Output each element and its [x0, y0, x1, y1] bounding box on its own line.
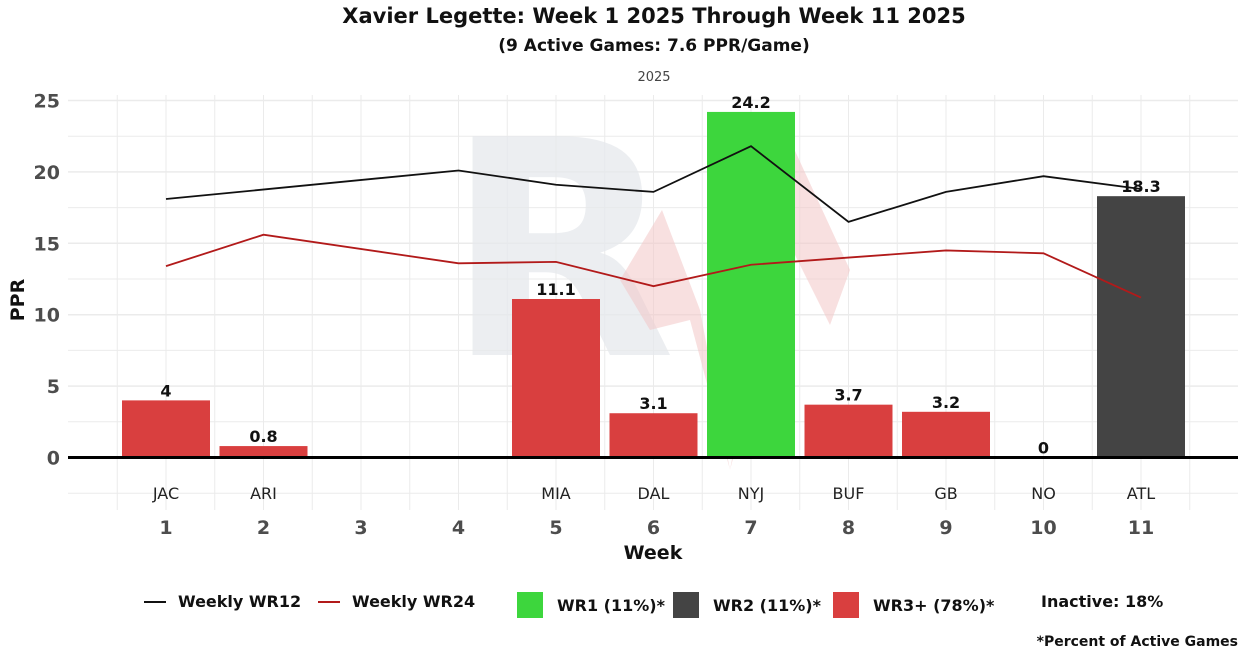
legend-item-inactive: Inactive: 18%: [1041, 592, 1163, 611]
bar-value-label: 4: [160, 381, 171, 400]
x-tick-label: 11: [1128, 517, 1154, 539]
legend-item-wr24: Weekly WR24: [318, 592, 475, 611]
x-tick-label: 9: [939, 517, 952, 539]
opponent-label: ARI: [250, 484, 277, 503]
bar-week-2: [219, 446, 308, 458]
x-tick-label: 3: [354, 517, 367, 539]
bar-week-11: [1097, 196, 1185, 458]
bar-value-label: 18.3: [1121, 177, 1160, 196]
legend-label: Weekly WR24: [352, 592, 476, 611]
bar-value-label: 3.7: [834, 386, 862, 405]
legend-item-wr12: Weekly WR12: [144, 592, 301, 611]
color-swatch-icon: [517, 592, 543, 618]
opponent-label: DAL: [638, 484, 670, 503]
facet-label: 2025: [637, 70, 671, 85]
color-swatch-icon: [833, 592, 859, 618]
bar-week-8: [804, 404, 893, 458]
bar-value-label: 24.2: [731, 93, 770, 112]
y-tick-label: 25: [34, 91, 60, 113]
bar-value-label: 0.8: [249, 427, 277, 446]
opponent-label: NYJ: [738, 484, 764, 503]
bar-week-9: [902, 411, 990, 458]
x-tick-label: 5: [549, 517, 562, 539]
line-weekly-wr24: [165, 233, 1142, 299]
bar-value-label: 3.1: [639, 394, 667, 413]
bar-week-5: [512, 298, 600, 458]
footnote: *Percent of Active Games: [1036, 634, 1238, 650]
line-swatch-icon: [144, 600, 166, 603]
x-tick-label: 2: [257, 517, 270, 539]
x-tick-label: 1: [159, 517, 172, 539]
legend-label: WR3+ (78%)*: [873, 595, 995, 615]
opponent-label: JAC: [152, 484, 179, 503]
x-tick-label: 4: [452, 517, 465, 539]
legend-label: WR2 (11%)*: [713, 595, 821, 615]
chart-title: Xavier Legette: Week 1 2025 Through Week…: [342, 4, 966, 28]
opponent-label: MIA: [541, 484, 571, 503]
line-weekly-wr12: [165, 145, 1142, 223]
opponent-label: GB: [934, 484, 957, 503]
bar-value-label: 3.2: [932, 393, 960, 412]
opponent-label: ATL: [1127, 484, 1155, 503]
x-tick-label: 8: [842, 517, 855, 539]
bar-week-1: [122, 400, 210, 458]
y-tick-label: 5: [47, 376, 60, 398]
bar-week-7: [707, 111, 795, 458]
bar-value-label: 0: [1038, 439, 1049, 458]
bar-value-label: 11.1: [536, 280, 575, 299]
opponent-label: NO: [1031, 484, 1056, 503]
opponent-label: BUF: [833, 484, 865, 503]
chart-subtitle: (9 Active Games: 7.6 PPR/Game): [498, 36, 810, 56]
legend-item-wr1: WR1 (11%)*: [517, 592, 665, 618]
x-tick-label: 7: [744, 517, 757, 539]
x-tick-label: 10: [1030, 517, 1056, 539]
y-axis-title: PPR: [7, 278, 29, 321]
y-tick-label: 15: [34, 233, 60, 255]
line-swatch-icon: [318, 600, 340, 603]
legend-item-wr2: WR2 (11%)*: [673, 592, 821, 618]
y-tick-label: 20: [34, 162, 60, 184]
x-tick-label: 6: [647, 517, 660, 539]
color-swatch-icon: [673, 592, 699, 618]
legend-label: Weekly WR12: [178, 592, 302, 611]
legend-item-wr3: WR3+ (78%)*: [833, 592, 994, 618]
y-tick-label: 0: [47, 448, 60, 470]
legend-label: WR1 (11%)*: [557, 595, 665, 615]
legend-label: Inactive: 18%: [1041, 592, 1164, 611]
bar-week-6: [609, 413, 698, 458]
x-axis-title: Week: [624, 542, 683, 564]
y-tick-label: 10: [34, 305, 60, 327]
